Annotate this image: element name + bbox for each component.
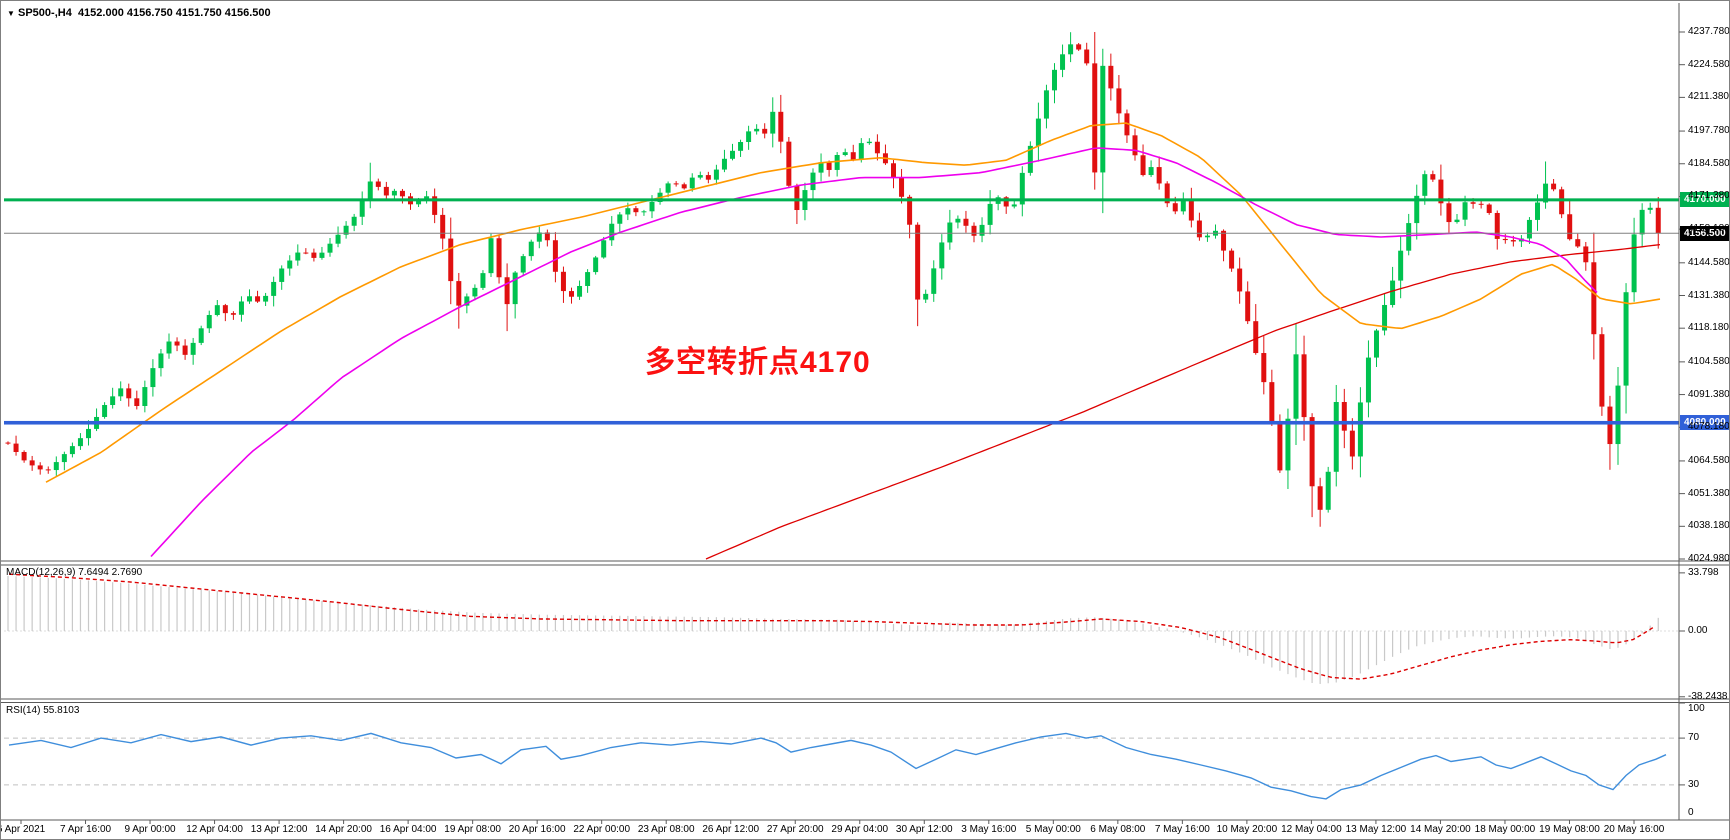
trade-note-annotation: 多空转折点4170: [645, 346, 871, 379]
macd-indicator-label: MACD(12,26,9) 7.6494 2.7690: [6, 567, 143, 578]
symbol-dropdown-icon[interactable]: ▼: [7, 9, 15, 18]
chart-title: SP500-,H4 4152.000 4156.750 4151.750 415…: [18, 7, 271, 19]
price-badge-resistance: 4170.000: [1680, 192, 1729, 208]
rsi-indicator-label: RSI(14) 55.8103: [6, 705, 80, 716]
price-badge-current: 4156.500: [1680, 225, 1729, 241]
ohlc-quote-label: 4152.000 4156.750 4151.750 4156.500: [77, 7, 271, 19]
price-badge-support: 4080.000: [1680, 415, 1729, 431]
symbol-period-label: SP500-,H4: [18, 7, 72, 19]
